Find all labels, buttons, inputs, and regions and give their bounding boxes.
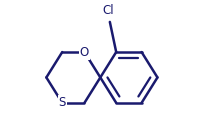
Text: S: S — [58, 96, 66, 109]
Text: O: O — [80, 46, 89, 59]
Text: Cl: Cl — [102, 4, 114, 17]
